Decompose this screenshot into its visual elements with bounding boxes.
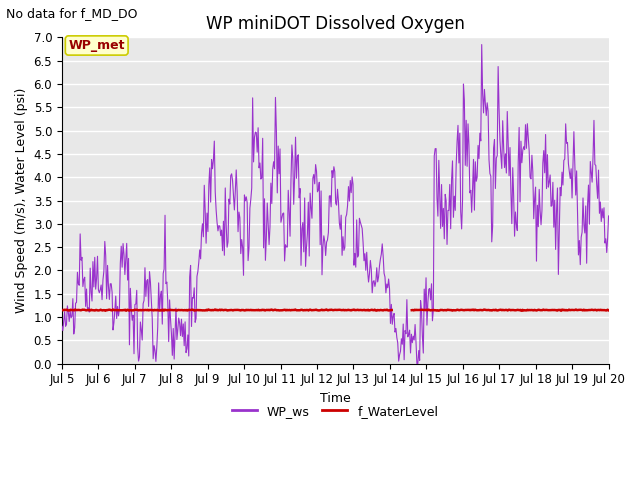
Legend: WP_ws, f_WaterLevel: WP_ws, f_WaterLevel xyxy=(227,400,444,423)
X-axis label: Time: Time xyxy=(320,392,351,405)
Text: No data for f_MD_DO: No data for f_MD_DO xyxy=(6,7,138,20)
Text: WP_met: WP_met xyxy=(68,39,125,52)
Y-axis label: Wind Speed (m/s), Water Level (psi): Wind Speed (m/s), Water Level (psi) xyxy=(15,88,28,313)
Title: WP miniDOT Dissolved Oxygen: WP miniDOT Dissolved Oxygen xyxy=(206,15,465,33)
